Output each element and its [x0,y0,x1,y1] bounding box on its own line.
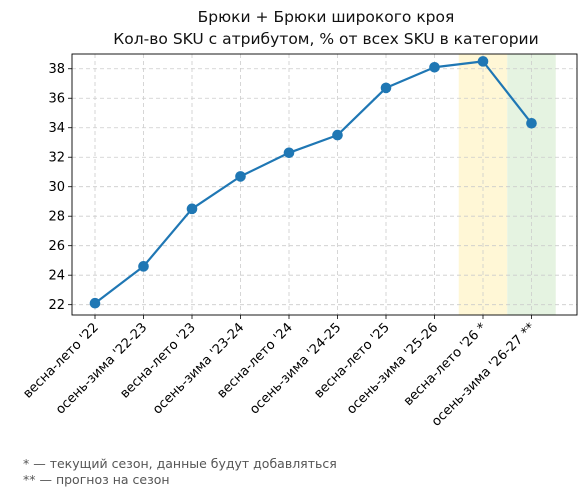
data-point [138,261,149,272]
y-tick-label: 38 [48,62,65,77]
x-tick-label: осень-зима '25-26 [344,320,441,417]
grid-lines [72,54,577,315]
data-point [89,297,101,309]
y-tick-label: 32 [48,151,65,166]
highlight-band [458,54,508,315]
data-point [429,61,440,73]
y-tick-label: 22 [48,298,65,313]
footnote-current-season: * — текущий сезон, данные будут добавлят… [23,456,337,471]
data-point [477,56,489,67]
footnote-forecast: ** — прогноз на сезон [23,472,170,487]
data-point [526,118,537,129]
y-tick-label: 36 [48,92,65,107]
highlight-band [507,54,556,315]
y-tick-label: 34 [48,121,65,136]
x-tick-label: весна-лето '26 * [401,320,490,409]
y-tick-label: 26 [48,239,65,254]
x-tick-label: осень-зима '23-24 [150,320,247,417]
y-tick-label: 28 [48,210,65,225]
x-tick-label: осень-зима '24-25 [247,320,344,417]
series-line [89,56,537,309]
chart-subtitle: Кол-во SKU с атрибутом, % от всех SKU в … [113,30,539,48]
y-tick-label: 30 [48,180,65,195]
data-point [235,171,246,182]
x-tick-label: осень-зима '22-23 [53,320,150,417]
data-point [380,82,392,94]
y-axis: 22 24 26 28 30 32 34 36 38 [48,62,72,313]
data-point [332,129,343,141]
chart-title: Брюки + Брюки широкого кроя [197,8,455,26]
data-point [186,203,198,215]
y-tick-label: 24 [48,269,65,284]
data-point [283,147,295,159]
plot-frame [71,53,578,316]
series-polyline [94,60,533,305]
